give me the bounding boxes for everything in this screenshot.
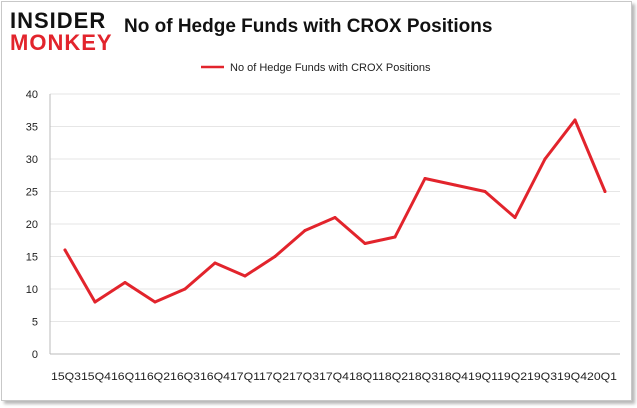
y-tick-label: 5 [32,317,38,329]
axes [49,94,620,355]
y-tick-label: 35 [26,122,38,134]
data-point [483,190,487,193]
chart-title: No of Hedge Funds with CROX Positions [124,16,493,37]
data-point [93,300,97,304]
series-group [63,118,607,304]
gridlines [50,93,620,322]
data-point [213,261,217,265]
data-point [273,255,277,258]
data-point [573,118,577,122]
y-tick-label: 20 [26,219,38,231]
series-line [63,118,607,304]
data-point [123,281,127,284]
data-point [333,216,337,219]
data-point [363,242,367,245]
data-point [423,177,427,180]
data-point [513,216,517,219]
legend-label: No of Hedge Funds with CROX Positions [230,62,431,74]
y-tick-label: 0 [32,349,38,361]
y-tick-label: 15 [26,252,38,264]
data-point [543,157,547,161]
data-point [243,274,247,278]
y-tick-label: 40 [26,89,38,101]
data-point [153,300,157,304]
data-point [183,287,187,291]
data-point [393,235,397,239]
x-tick-labels: 15Q315Q416Q116Q216Q316Q417Q117Q217Q317Q4… [51,371,617,383]
line-chart: 0 5 10 15 20 25 30 35 40 15Q315Q416Q116Q216Q316Q… [26,62,620,383]
insider-monkey-logo: INSIDER MONKEY [10,10,120,56]
x-tick-label-strip: 15Q315Q416Q116Q216Q316Q417Q117Q217Q317Q4… [51,371,617,383]
data-point [63,248,67,252]
logo-line-insider: INSIDER [10,8,107,33]
data-point [303,229,307,232]
data-point [453,183,457,187]
y-tick-labels: 0 5 10 15 20 25 30 35 40 [26,89,38,361]
data-point [603,190,607,193]
y-tick-label: 25 [26,187,38,199]
logo-line-monkey: MONKEY [10,30,113,55]
y-tick-label: 10 [26,284,38,296]
legend: No of Hedge Funds with CROX Positions [201,62,431,74]
chart-frame: INSIDER MONKEY No of Hedge Funds with CR… [1,1,632,401]
y-tick-label: 30 [26,154,38,166]
